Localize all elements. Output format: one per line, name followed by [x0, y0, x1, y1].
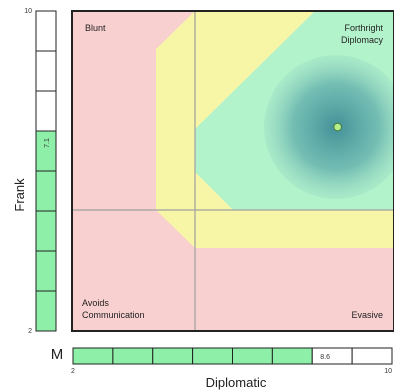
- diplomatic-scale: M 8.6 2 10 Diplomatic: [51, 346, 393, 390]
- label-avoids: Avoids: [82, 298, 109, 308]
- diplomatic-scale-segment: [72, 347, 114, 365]
- frank-max-tick: 10: [24, 8, 32, 15]
- diplomatic-scale-segment: [232, 347, 273, 365]
- frank-scale-segment: [35, 290, 57, 332]
- frank-scale-segment: [35, 210, 57, 252]
- frank-scale: Frank 10 2 7.1: [12, 8, 57, 335]
- value-halo: [264, 55, 394, 199]
- diplomatic-scale-segment: [271, 347, 313, 365]
- frank-scale-segments: [35, 10, 57, 332]
- label-forthright: Forthright: [344, 23, 383, 33]
- diplomatic-scale-segment: [152, 347, 194, 365]
- label-evasive: Evasive: [351, 310, 383, 320]
- diplomatic-scale-segments: [72, 347, 393, 365]
- diplomatic-min-tick: 2: [71, 368, 75, 375]
- frank-scale-segment: [35, 170, 57, 212]
- diplomatic-scale-segment: [112, 347, 154, 365]
- diplomatic-scale-segment: [192, 347, 233, 365]
- label-diplomacy: Diplomacy: [341, 35, 384, 45]
- diplomatic-max-tick: 10: [384, 368, 392, 375]
- label-blunt: Blunt: [85, 23, 106, 33]
- diplomatic-value-label: 8.6: [320, 354, 330, 361]
- frank-scale-segment: [35, 90, 57, 132]
- frank-scale-segment: [35, 50, 57, 92]
- diplomatic-scale-segment: [311, 347, 353, 365]
- diplomatic-scale-segment: [351, 347, 393, 365]
- scale-prefix-m: M: [51, 346, 64, 363]
- diplomatic-axis-label: Diplomatic: [206, 375, 267, 390]
- frank-scale-segment: [35, 250, 57, 292]
- frank-axis-label: Frank: [12, 178, 27, 212]
- frank-value-label: 7.1: [44, 138, 51, 148]
- frank-scale-segment: [35, 10, 57, 52]
- data-point: [333, 122, 342, 132]
- frank-min-tick: 2: [28, 328, 32, 335]
- frank-scale-segment: [35, 130, 57, 172]
- plot-border: [71, 10, 394, 332]
- label-communication: Communication: [82, 310, 145, 320]
